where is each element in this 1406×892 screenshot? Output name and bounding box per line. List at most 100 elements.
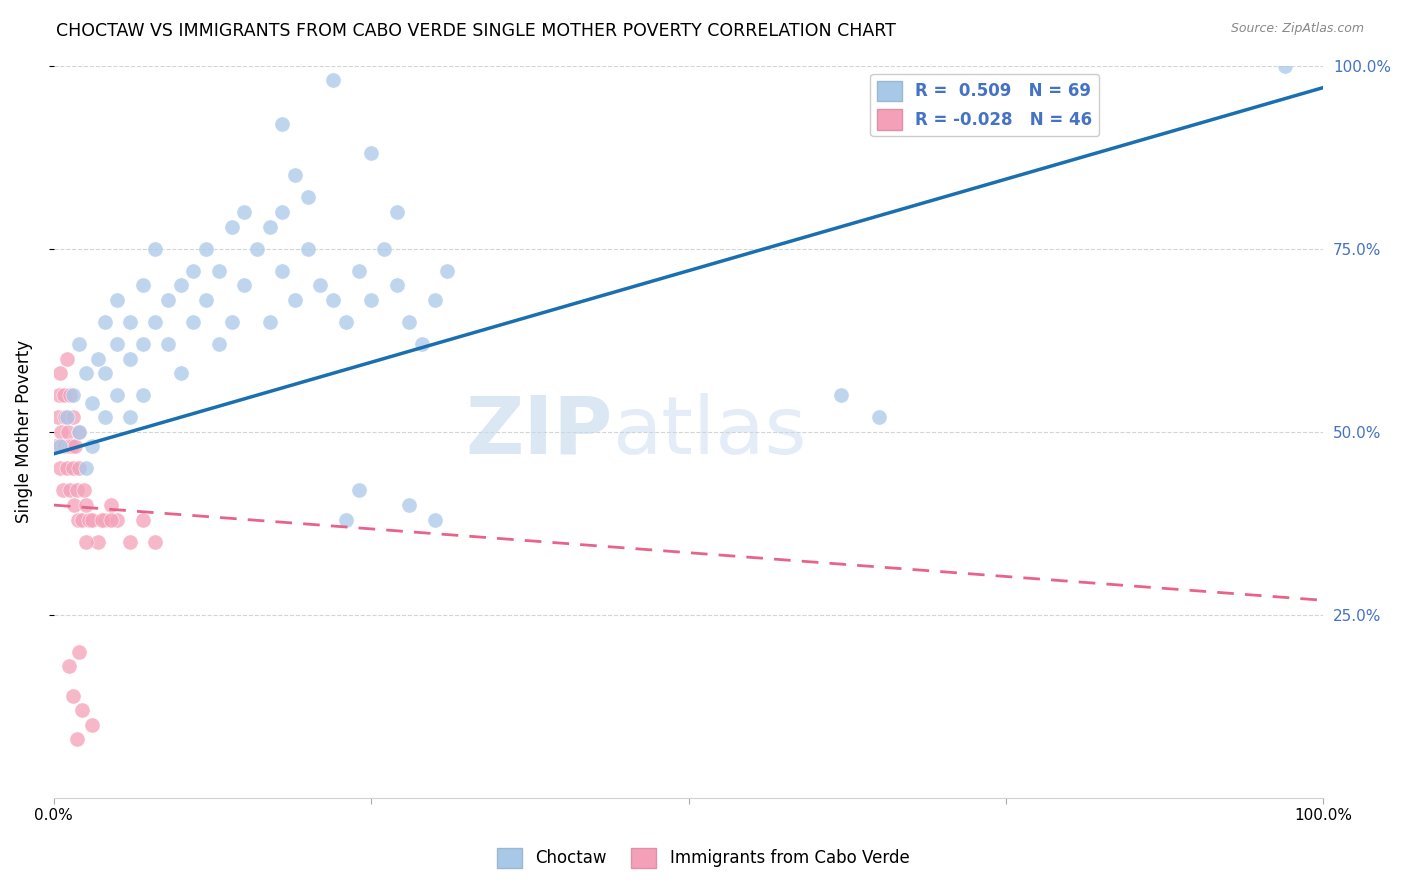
Point [73, 483, 96, 498]
Point [67, 425, 90, 439]
Point [93, 315, 115, 329]
Point [347, 263, 370, 277]
Point [309, 278, 332, 293]
Point [80, 718, 103, 732]
Point [233, 278, 256, 293]
Point [56, 425, 79, 439]
Point [63, 498, 86, 512]
Y-axis label: Single Mother Poverty: Single Mother Poverty [15, 340, 32, 524]
Point [360, 146, 382, 161]
Point [297, 242, 319, 256]
Point [60, 440, 83, 454]
Point [49, 440, 72, 454]
Legend: R =  0.509   N = 69, R = -0.028   N = 46: R = 0.509 N = 69, R = -0.028 N = 46 [870, 74, 1099, 136]
Point [70, 513, 93, 527]
Point [118, 315, 141, 329]
Point [411, 337, 433, 351]
Point [145, 534, 167, 549]
Point [271, 117, 294, 131]
Point [322, 73, 344, 87]
Text: Source: ZipAtlas.com: Source: ZipAtlas.com [1230, 22, 1364, 36]
Point [62, 410, 84, 425]
Point [66, 513, 89, 527]
Point [271, 263, 294, 277]
Point [259, 219, 281, 234]
Point [423, 513, 446, 527]
Point [79, 513, 101, 527]
Point [183, 315, 205, 329]
Point [208, 263, 231, 277]
Point [53, 440, 76, 454]
Point [195, 293, 218, 307]
Point [423, 293, 446, 307]
Point [70, 703, 93, 717]
Point [233, 205, 256, 219]
Point [335, 315, 357, 329]
Point [80, 440, 103, 454]
Point [49, 366, 72, 380]
Point [145, 242, 167, 256]
Point [91, 513, 114, 527]
Point [93, 366, 115, 380]
Point [284, 293, 307, 307]
Point [436, 263, 458, 277]
Point [385, 278, 408, 293]
Point [868, 410, 890, 425]
Point [373, 242, 395, 256]
Point [221, 315, 243, 329]
Point [55, 461, 77, 475]
Point [284, 169, 307, 183]
Point [1274, 59, 1296, 73]
Point [131, 337, 153, 351]
Point [52, 483, 75, 498]
Point [87, 534, 110, 549]
Point [259, 315, 281, 329]
Point [45, 440, 67, 454]
Text: ZIP: ZIP [465, 392, 613, 471]
Point [93, 410, 115, 425]
Point [100, 498, 122, 512]
Point [105, 293, 128, 307]
Point [131, 278, 153, 293]
Point [87, 351, 110, 366]
Point [246, 242, 269, 256]
Point [195, 242, 218, 256]
Point [157, 293, 180, 307]
Point [271, 205, 294, 219]
Point [221, 219, 243, 234]
Point [170, 278, 193, 293]
Point [75, 534, 97, 549]
Point [75, 461, 97, 475]
Point [49, 461, 72, 475]
Point [75, 498, 97, 512]
Point [145, 315, 167, 329]
Point [53, 410, 76, 425]
Point [183, 263, 205, 277]
Point [46, 410, 69, 425]
Point [80, 395, 103, 409]
Point [118, 534, 141, 549]
Legend: Choctaw, Immigrants from Cabo Verde: Choctaw, Immigrants from Cabo Verde [489, 841, 917, 875]
Point [398, 315, 420, 329]
Point [360, 293, 382, 307]
Point [59, 483, 82, 498]
Point [48, 388, 70, 402]
Point [131, 388, 153, 402]
Point [66, 483, 89, 498]
Point [75, 366, 97, 380]
Text: CHOCTAW VS IMMIGRANTS FROM CABO VERDE SINGLE MOTHER POVERTY CORRELATION CHART: CHOCTAW VS IMMIGRANTS FROM CABO VERDE SI… [56, 22, 896, 40]
Point [93, 513, 115, 527]
Point [100, 513, 122, 527]
Point [53, 388, 76, 402]
Point [62, 461, 84, 475]
Point [118, 351, 141, 366]
Point [58, 440, 80, 454]
Point [398, 498, 420, 512]
Point [118, 410, 141, 425]
Point [67, 644, 90, 658]
Point [51, 425, 73, 439]
Point [830, 388, 852, 402]
Text: atlas: atlas [613, 392, 807, 471]
Point [322, 293, 344, 307]
Point [55, 351, 77, 366]
